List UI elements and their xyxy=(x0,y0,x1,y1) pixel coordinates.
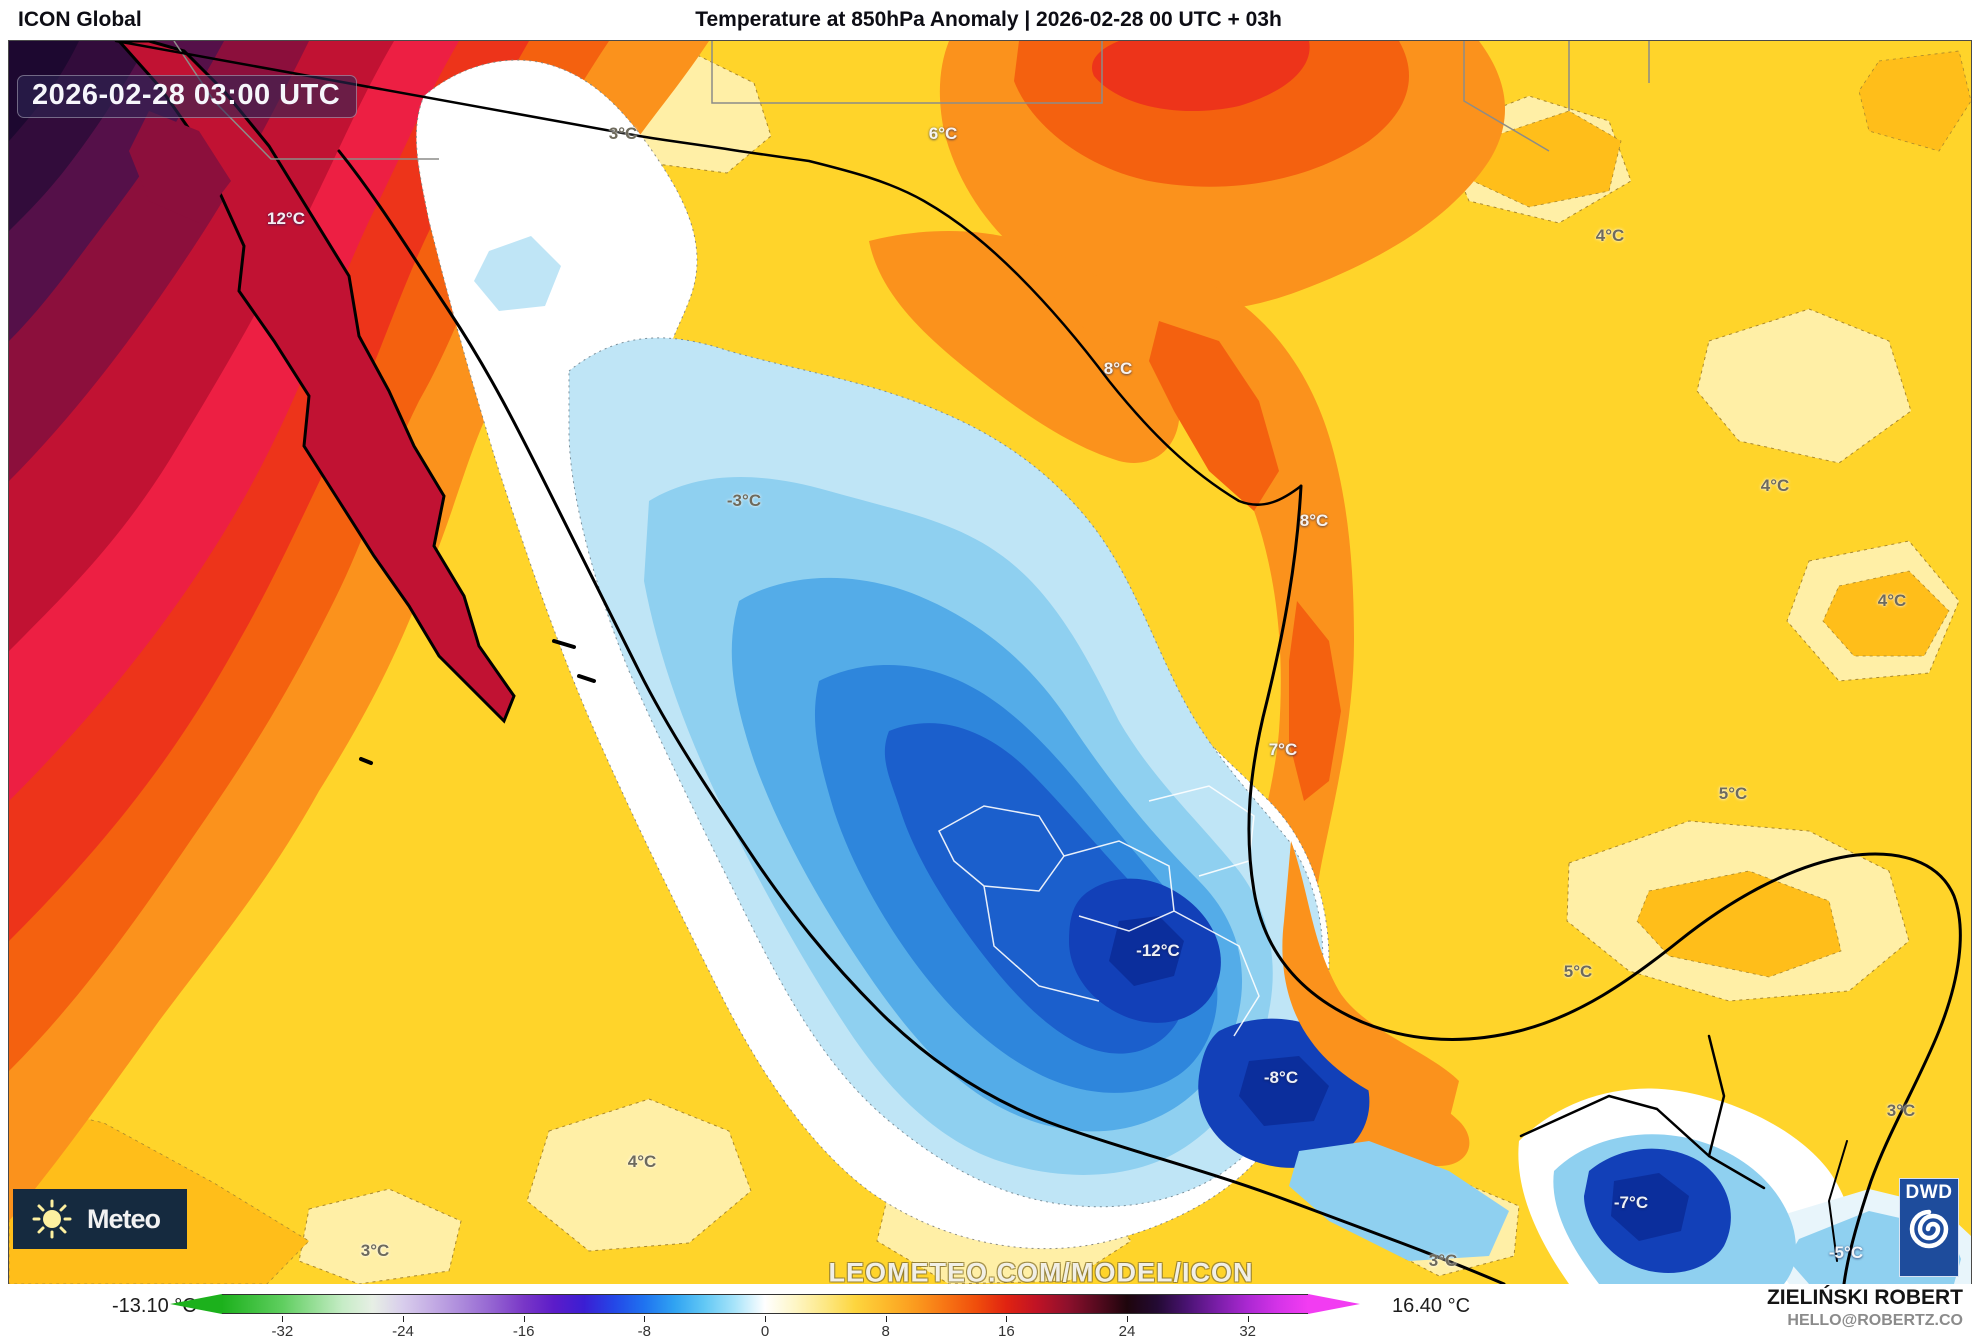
contour-label: -5°C xyxy=(1828,1243,1864,1262)
contour-label: 6°C xyxy=(928,124,958,143)
contour-label: 5°C xyxy=(1718,784,1748,803)
contour-label: 3°C xyxy=(360,1241,390,1260)
watermark: LEOMETEO.COM/MODEL/ICON xyxy=(828,1257,1254,1288)
contour-label: -12°C xyxy=(1136,941,1180,960)
contour-label: 7°C xyxy=(1268,740,1298,759)
colorbar-tick xyxy=(1247,1316,1249,1322)
legend-footer: -13.10 °C -32 -24 -16 -8 0 8 16 24 32 16.40 °C Z… xyxy=(0,1284,1977,1340)
colorbar-tick-label: 32 xyxy=(1239,1323,1256,1340)
weather-map[interactable]: 2026-02-28 03:00 UTC 3°C 6°C 12°C 4°C 8°C -3°… xyxy=(8,40,1972,1288)
contour-label: 4°C xyxy=(627,1152,657,1171)
colorbar-tick-label: 16 xyxy=(997,1323,1015,1340)
credits: ZIELIŃSKI ROBERT HELLO@ROBERTZ.CO xyxy=(1767,1286,1963,1330)
colorbar-tick-label: 8 xyxy=(881,1323,890,1340)
contour-label: 3°C xyxy=(1428,1251,1458,1270)
header-bar: ICON Global Temperature at 850hPa Anomal… xyxy=(0,0,1977,40)
dwd-logo-text: DWD xyxy=(1905,1182,1953,1203)
contour-label: 4°C xyxy=(1760,476,1790,495)
author-name: ZIELIŃSKI ROBERT xyxy=(1766,1286,1963,1309)
colorbar-min-label: -13.10 °C xyxy=(112,1295,197,1317)
contour-label: -3°C xyxy=(726,491,762,510)
dwd-logo[interactable]: DWD xyxy=(1899,1178,1959,1277)
contour-label: 8°C xyxy=(1299,511,1329,530)
colorbar-tick-label: -32 xyxy=(271,1323,294,1340)
timestamp-chip: 2026-02-28 03:00 UTC xyxy=(17,75,358,118)
brand-logo[interactable]: Meteo xyxy=(13,1189,187,1249)
colorbar-gradient: -32 -24 -16 -8 0 8 16 24 32 xyxy=(222,1294,1308,1340)
contour-label: -8°C xyxy=(1263,1068,1299,1087)
colorbar-tick xyxy=(282,1316,284,1322)
colorbar-tick-label: -8 xyxy=(637,1323,651,1340)
sun-icon xyxy=(32,1199,72,1239)
contour-label: 3°C xyxy=(1886,1101,1916,1120)
author-email: HELLO@ROBERTZ.CO xyxy=(1787,1312,1963,1329)
colorbar-tick xyxy=(644,1316,646,1322)
colorbar-tick xyxy=(765,1316,766,1322)
colorbar-left-arrow xyxy=(170,1294,222,1314)
page-title: Temperature at 850hPa Anomaly | 2026-02-… xyxy=(695,8,1282,31)
brand-name: Meteo xyxy=(87,1203,161,1234)
colorbar-tick-label: -24 xyxy=(392,1323,414,1340)
colorbar-tick xyxy=(523,1316,525,1322)
colorbar-tick xyxy=(1006,1316,1008,1322)
contour-label: 4°C xyxy=(1595,226,1625,245)
colorbar-max-label: 16.40 °C xyxy=(1392,1295,1471,1317)
colorbar-right-arrow xyxy=(1308,1294,1360,1314)
model-name: ICON Global xyxy=(18,8,142,31)
contour-label: 8°C xyxy=(1103,359,1133,378)
colorbar-tick-label: 24 xyxy=(1118,1323,1136,1340)
colorbar-tick xyxy=(885,1316,887,1322)
contour-label: 5°C xyxy=(1563,962,1593,981)
spiral-icon xyxy=(1909,1209,1949,1249)
contour-label: -7°C xyxy=(1613,1193,1649,1212)
contour-label: 3°C xyxy=(608,124,638,143)
colorbar-tick xyxy=(1127,1316,1128,1322)
contour-label: 4°C xyxy=(1877,591,1907,610)
colorbar-tick-label: 0 xyxy=(760,1323,770,1340)
colorbar-tick-label: -16 xyxy=(512,1323,535,1340)
anomaly-field xyxy=(9,41,1971,1284)
contour-label: 12°C xyxy=(267,209,305,228)
colorbar: -32 -24 -16 -8 0 8 16 24 32 xyxy=(170,1294,1360,1340)
colorbar-tick xyxy=(403,1316,404,1322)
